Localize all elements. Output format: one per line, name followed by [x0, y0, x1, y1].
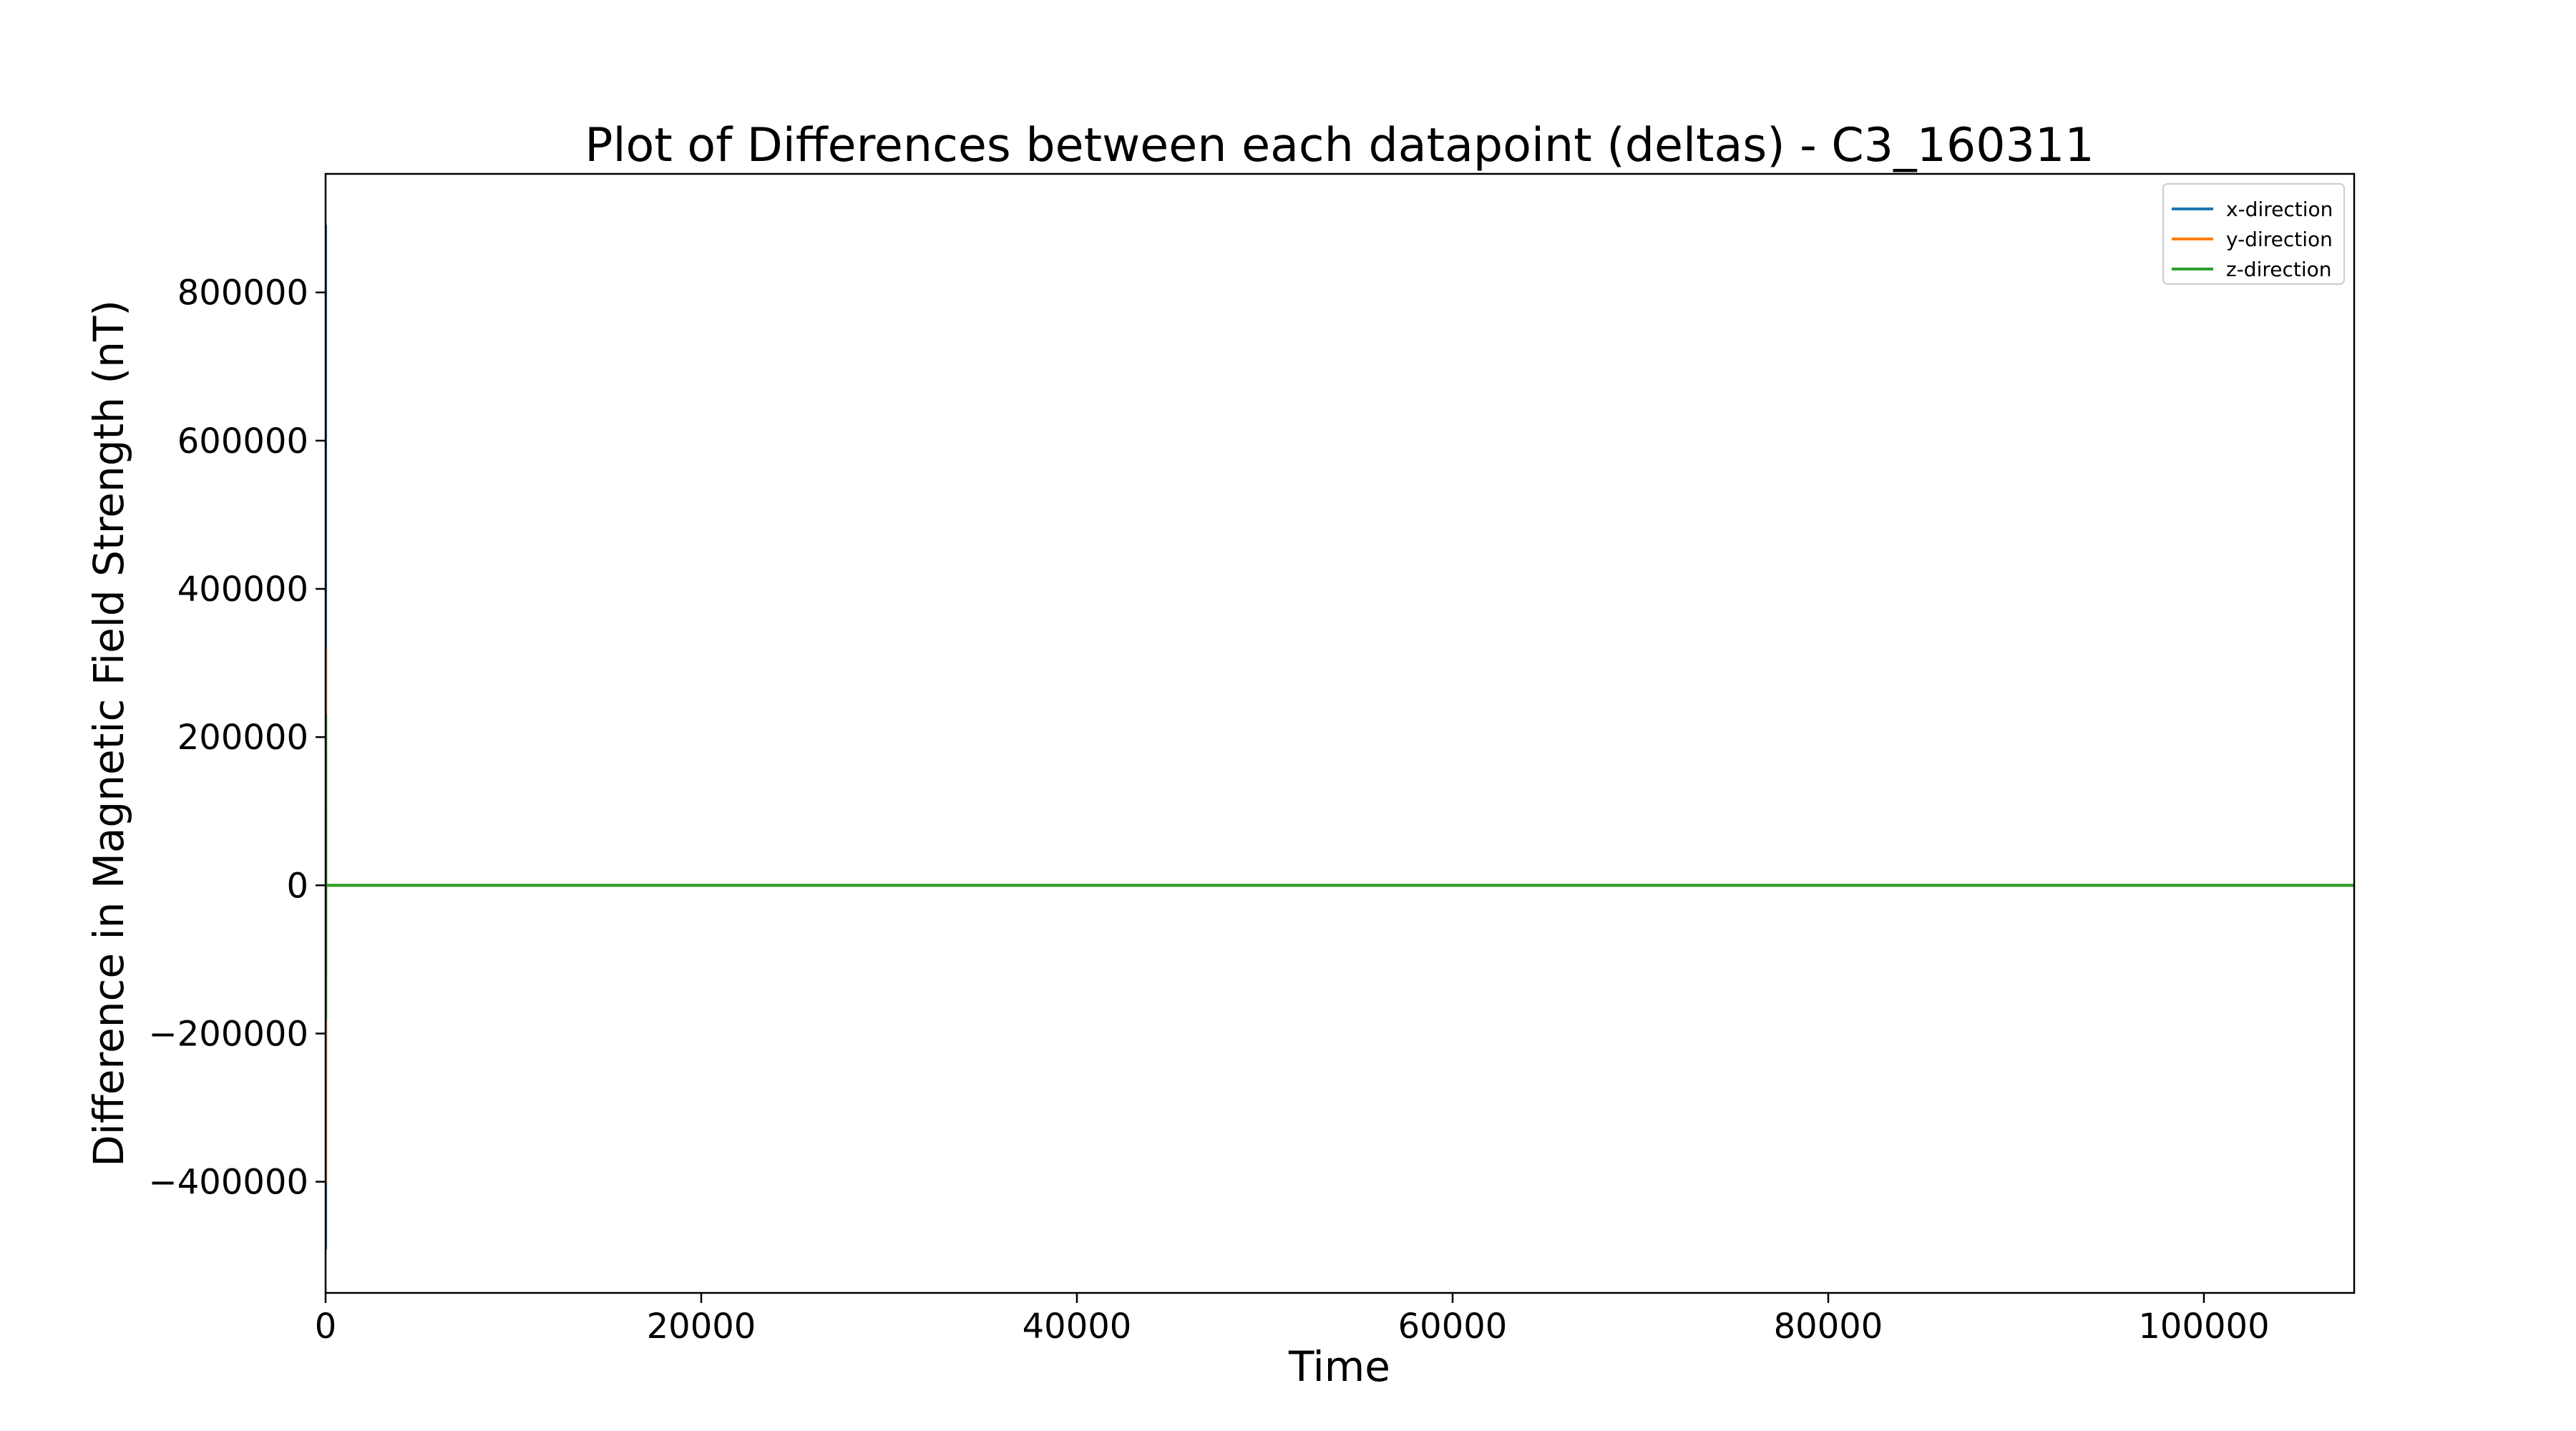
x-tick-label: 100000: [2138, 1307, 2269, 1347]
x-tick-label: 20000: [647, 1307, 756, 1347]
plot-frame: [324, 172, 2356, 1294]
x-tick-label: 0: [315, 1307, 337, 1347]
y-tick-label: −400000: [149, 1163, 308, 1203]
y-tick-label: 200000: [177, 718, 308, 758]
y-tick-label: 0: [286, 866, 308, 906]
y-axis-title: Difference in Magnetic Field Strength (n…: [84, 300, 133, 1167]
series-line-z-direction: [326, 713, 2354, 1020]
series-line-x-direction: [326, 224, 2354, 1250]
series-line-y-direction: [326, 646, 2354, 1183]
legend-label-z-direction: z-direction: [2226, 258, 2332, 281]
x-tick-label: 60000: [1398, 1307, 1508, 1347]
x-tick-label: 80000: [1774, 1307, 1883, 1347]
axes: 0 20000 40000 60000 80000 100000 −400000 −20000…: [149, 172, 2356, 1347]
y-tick-label: 400000: [177, 570, 308, 610]
chart-title: Plot of Differences between each datapoi…: [585, 119, 2094, 172]
y-tick-label: 800000: [177, 273, 308, 313]
legend-label-x-direction: x-direction: [2226, 197, 2333, 221]
y-tick-label: −200000: [149, 1014, 308, 1054]
legend-label-y-direction: y-direction: [2226, 228, 2333, 251]
legend: x-direction y-direction z-direction: [2162, 183, 2345, 285]
y-tick-label: 600000: [177, 421, 308, 461]
x-axis-title: Time: [1288, 1342, 1390, 1391]
x-tick-label: 40000: [1023, 1307, 1132, 1347]
plot-area: [326, 224, 2354, 1250]
